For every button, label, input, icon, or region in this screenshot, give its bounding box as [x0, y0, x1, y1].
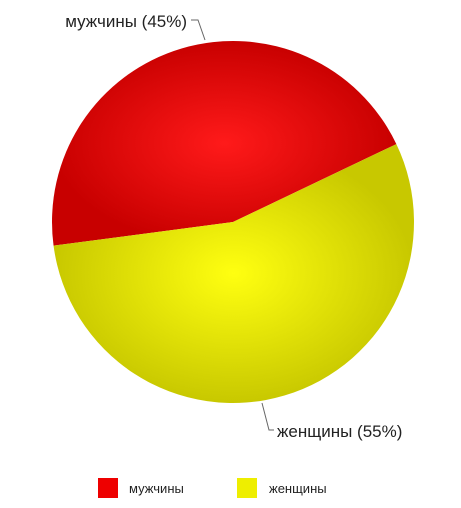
legend-label-women: женщины	[269, 481, 327, 496]
slice-labels: мужчины (45%) женщины (55%)	[65, 12, 402, 441]
pie-slice-women	[53, 144, 415, 403]
slice-label-men: мужчины (45%)	[65, 12, 187, 31]
slice-label-women: женщины (55%)	[277, 422, 402, 441]
leader-line-men	[191, 19, 206, 41]
pie-slice-men	[52, 40, 397, 246]
legend-swatch-women	[237, 478, 257, 498]
pie-slices	[52, 40, 415, 403]
leader-line-women	[261, 402, 274, 431]
legend-label-men: мужчины	[129, 481, 184, 496]
legend-swatch-men	[98, 478, 118, 498]
legend: мужчины женщины	[98, 478, 327, 498]
